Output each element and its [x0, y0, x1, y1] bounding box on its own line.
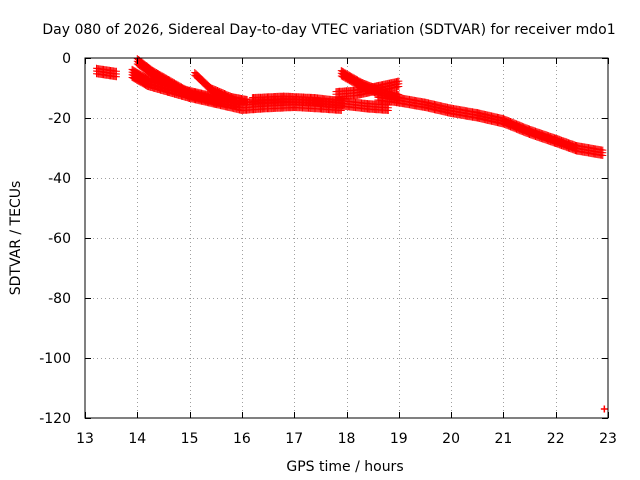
- data-point-cluster: [149, 67, 173, 89]
- data-point-cluster: [526, 125, 560, 147]
- x-tick-label: 22: [547, 431, 565, 447]
- y-tick-label: -100: [39, 351, 71, 367]
- data-point-cluster: [207, 84, 235, 103]
- series-satellite-track-e: [248, 92, 392, 114]
- x-tick-label: 16: [233, 431, 251, 447]
- x-tick-label: 17: [285, 431, 303, 447]
- axis-ticks: [85, 58, 609, 419]
- data-point-cluster: [337, 67, 366, 92]
- x-tick-label: 20: [442, 431, 460, 447]
- data-point-cluster: [363, 100, 392, 114]
- x-tick-labels: 13 14 15 16 17 18 19 20 21 22 23: [76, 431, 617, 447]
- y-axis-label: SDTVAR / TECUs: [8, 181, 24, 296]
- x-tick-label: 23: [599, 431, 617, 447]
- x-tick-label: 19: [390, 431, 408, 447]
- chart-title: Day 080 of 2026, Sidereal Day-to-day VTE…: [42, 22, 615, 38]
- data-point-cluster: [499, 115, 533, 138]
- x-tick-label: 15: [181, 431, 199, 447]
- data-point-cluster: [128, 65, 152, 90]
- data-point-cluster: [93, 64, 120, 81]
- data-point-cluster: [191, 69, 214, 94]
- data-point-cluster: [332, 86, 361, 101]
- series-outlier: [600, 405, 608, 413]
- y-tick-label: -60: [48, 231, 71, 247]
- data-points: [93, 55, 608, 413]
- y-tick-label: -80: [48, 291, 71, 307]
- data-point-cluster: [552, 134, 581, 155]
- y-tick-label: 0: [62, 51, 71, 67]
- x-tick-label: 21: [494, 431, 512, 447]
- series-satellite-track-g: [332, 77, 403, 101]
- x-tick-label: 18: [338, 431, 356, 447]
- x-tick-label: 14: [128, 431, 146, 447]
- x-tick-label: 13: [76, 431, 94, 447]
- y-tick-labels: 0 -20 -40 -60 -80 -100 -120: [39, 51, 71, 427]
- series-satellite-track-h: [374, 91, 607, 159]
- y-tick-label: -40: [48, 171, 71, 187]
- data-point-cluster: [165, 76, 194, 101]
- data-point-cluster: [573, 142, 607, 159]
- series-satellite-track-d: [191, 69, 251, 106]
- data-point-cluster: [227, 93, 251, 106]
- data-point: [600, 405, 608, 413]
- y-tick-label: -120: [39, 411, 71, 427]
- x-axis-label: GPS time / hours: [286, 459, 403, 475]
- y-tick-label: -20: [48, 111, 71, 127]
- series-satellite-track-a: [93, 64, 120, 81]
- data-point-cluster: [374, 77, 403, 95]
